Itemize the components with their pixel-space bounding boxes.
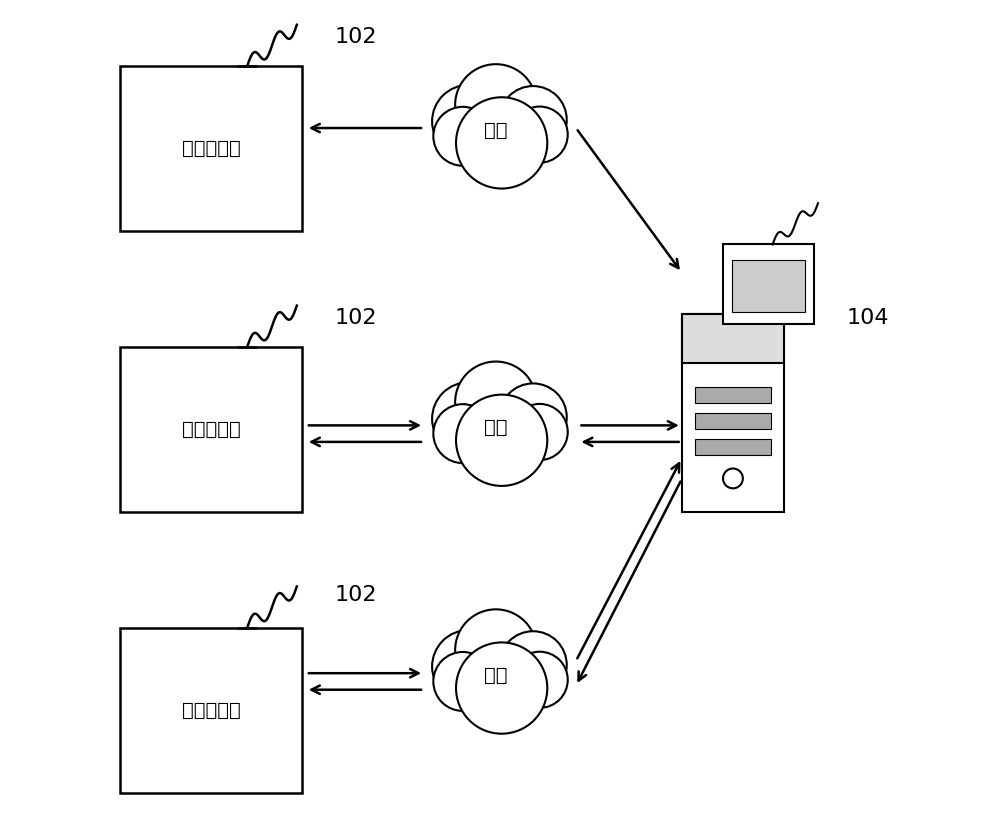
Circle shape [499,631,567,699]
Circle shape [512,404,568,460]
Text: 输送机器人: 输送机器人 [182,700,240,720]
Text: 网络: 网络 [484,666,508,686]
Text: 102: 102 [335,308,377,328]
Circle shape [455,64,537,145]
Circle shape [433,107,492,166]
Circle shape [432,630,505,703]
Circle shape [433,404,492,463]
Circle shape [455,610,537,691]
Circle shape [432,85,505,158]
Circle shape [512,107,568,163]
Circle shape [433,652,492,711]
FancyBboxPatch shape [695,387,771,403]
Text: 网络: 网络 [484,121,508,140]
Circle shape [432,382,505,455]
Text: 输送机器人: 输送机器人 [182,420,240,439]
Circle shape [456,97,547,188]
Text: 102: 102 [335,585,377,605]
Text: 104: 104 [847,308,889,328]
FancyBboxPatch shape [732,260,805,312]
FancyBboxPatch shape [682,314,784,363]
Circle shape [512,652,568,708]
Text: 输送机器人: 输送机器人 [182,139,240,159]
Text: 102: 102 [335,27,377,47]
FancyBboxPatch shape [682,314,784,512]
Circle shape [499,86,567,154]
Circle shape [455,362,537,443]
FancyBboxPatch shape [695,413,771,429]
Text: 网络: 网络 [484,418,508,438]
Circle shape [499,383,567,451]
FancyBboxPatch shape [695,439,771,454]
Circle shape [456,395,547,486]
Circle shape [456,643,547,733]
FancyBboxPatch shape [723,244,814,324]
